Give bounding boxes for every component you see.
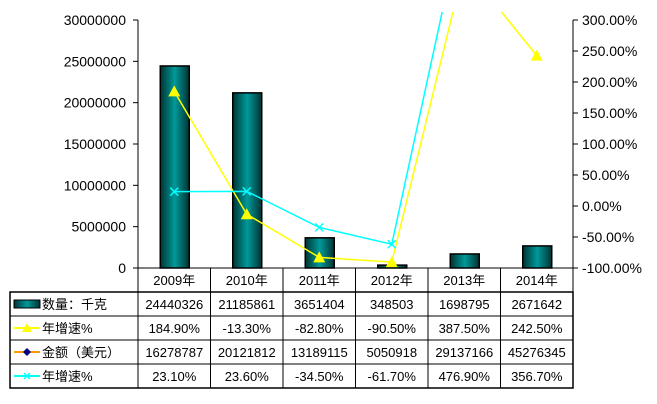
right-tick-label: 0.00%: [582, 198, 622, 214]
table-cell: 242.50%: [511, 321, 563, 336]
legend-label: 金额（美元）: [42, 345, 120, 360]
right-tick-label: 50.00%: [582, 167, 629, 183]
category-label: 2010年: [226, 273, 268, 288]
left-tick-label: 20000000: [64, 95, 127, 111]
table-cell: 1698795: [439, 297, 490, 312]
triangle-marker: [313, 251, 326, 263]
series-line: [173, 12, 538, 263]
table-cell: 5050918: [366, 345, 417, 360]
triangle-marker: [530, 49, 543, 61]
bar: [449, 253, 480, 269]
left-tick-label: 30000000: [64, 12, 127, 28]
table-cell: 476.90%: [439, 369, 491, 384]
legend-bar-key: [13, 299, 41, 309]
table-cell: -61.70%: [368, 369, 417, 384]
table-cell: 2671642: [511, 297, 562, 312]
triangle-marker: [168, 85, 181, 97]
right-tick-label: 200.00%: [582, 74, 637, 90]
right-tick-label: 100.00%: [582, 136, 637, 152]
right-tick-label: -100.00%: [582, 260, 642, 276]
table-cell: 184.90%: [149, 321, 201, 336]
table-cell: 13189115: [291, 345, 348, 360]
legend-label: 年增速%: [42, 321, 93, 336]
table-cell: -13.30%: [223, 321, 272, 336]
diamond-marker: [23, 348, 31, 356]
bar: [232, 92, 263, 269]
right-tick-label: 150.00%: [582, 105, 637, 121]
table-cell: 20121812: [218, 345, 276, 360]
category-label: 2014年: [516, 273, 558, 288]
table-cell: -90.50%: [368, 321, 417, 336]
table-cell: 24440326: [145, 297, 203, 312]
left-tick-label: 10000000: [64, 177, 127, 193]
left-tick-label: 5000000: [71, 219, 126, 235]
triangle-marker: [22, 323, 32, 332]
left-tick-label: 0: [118, 260, 126, 276]
category-label: 2013年: [443, 273, 485, 288]
table-cell: 348503: [370, 297, 413, 312]
table-cell: -34.50%: [295, 369, 344, 384]
triangle-marker: [240, 208, 253, 220]
right-tick-label: 300.00%: [582, 12, 637, 28]
right-tick-label: -50.00%: [582, 229, 634, 245]
table-cell: 356.70%: [511, 369, 563, 384]
table-cell: 45276345: [508, 345, 566, 360]
left-tick-label: 15000000: [64, 136, 127, 152]
table-cell: 387.50%: [439, 321, 491, 336]
legend-label: 数量：千克: [42, 297, 107, 312]
table-cell: 29137166: [435, 345, 493, 360]
x-marker: [169, 187, 179, 197]
category-label: 2009年: [153, 273, 195, 288]
table-cell: 16278787: [145, 345, 203, 360]
bar: [159, 65, 190, 269]
table-cell: 23.10%: [152, 369, 197, 384]
left-tick-label: 25000000: [64, 53, 127, 69]
triangle-marker: [385, 256, 398, 268]
table-cell: 3651404: [294, 297, 345, 312]
category-label: 2012年: [371, 273, 413, 288]
series-line: [174, 12, 443, 246]
table-cell: -82.80%: [295, 321, 344, 336]
x-marker: [23, 372, 31, 380]
table-cell: 21185861: [218, 297, 275, 312]
x-marker: [387, 239, 397, 249]
legend-label: 年增速%: [42, 369, 93, 384]
x-marker: [314, 222, 324, 232]
x-marker: [242, 186, 252, 196]
right-tick-label: 250.00%: [582, 43, 637, 59]
bar: [522, 245, 553, 269]
category-label: 2011年: [299, 273, 340, 288]
table-cell: 23.60%: [225, 369, 270, 384]
